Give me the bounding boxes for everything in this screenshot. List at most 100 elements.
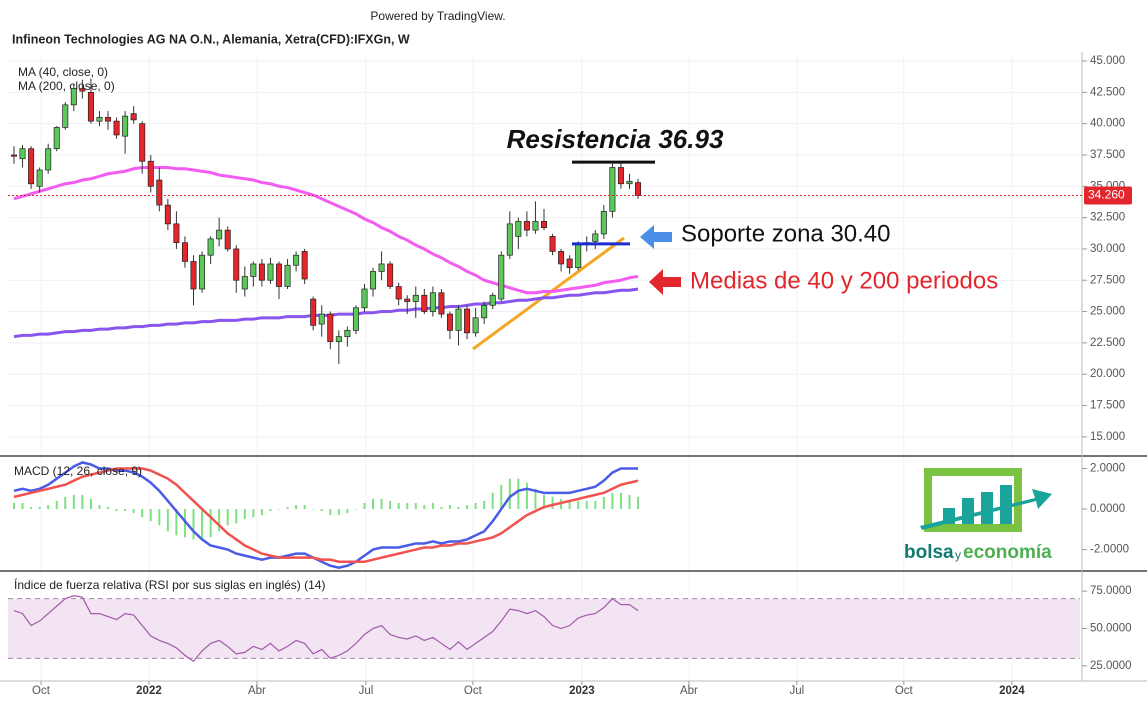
powered-by: Powered by TradingView. [370,9,505,23]
arrow [640,225,672,249]
histogram-bar [585,500,588,510]
histogram-bar [380,498,383,510]
histogram-bar [295,504,298,510]
x-tick-label: Oct [32,685,51,697]
candle-body [122,115,129,137]
histogram-bar [72,494,75,510]
y-tick-label: 25.0000 [1090,660,1132,672]
histogram-bar [12,502,15,510]
candle-body [301,251,308,280]
histogram-bar [611,492,614,510]
histogram-bar [406,502,409,510]
candle-body [635,182,642,196]
histogram-bar [303,504,306,510]
histogram-bar [534,488,537,510]
candle-body [617,167,624,185]
logo-bar [962,498,974,524]
ma-line [13,166,639,295]
histogram-bar [235,509,238,524]
histogram-bar [568,500,571,510]
histogram-bar [107,507,110,510]
histogram-bar [457,507,460,510]
candle-body [370,271,377,290]
histogram-bar [389,500,392,510]
candle-body [600,210,607,235]
candle-body [105,117,112,122]
histogram-bar [637,496,640,510]
candle-body [532,221,539,231]
candle-body [87,91,94,122]
y-tick-label: 2.0000 [1090,463,1125,475]
histogram-bar [243,509,246,520]
candle-body [352,307,359,331]
histogram-bar [414,502,417,510]
candle-body [429,292,436,312]
histogram-bar [132,509,135,514]
histogram-bar [38,507,41,510]
histogram-bar [619,492,622,510]
candle-body [113,120,120,136]
candle-body [387,263,394,287]
logo-frame [924,468,1022,532]
histogram-bar [320,509,323,512]
y-tick-label: 50.0000 [1090,623,1132,635]
histogram-bar [397,502,400,510]
candle-body [523,221,530,231]
candle-body [181,242,188,262]
logo-text: bolsa [904,542,954,563]
candle-body [592,233,599,242]
histogram-bar [577,500,580,510]
candle-body [404,298,411,302]
candle-body [489,294,496,306]
candle-body [199,254,206,290]
x-tick-label: 2022 [136,685,162,697]
histogram-bar [466,504,469,510]
logo-arrow [920,489,1052,530]
macd-line [13,461,639,570]
candle-body [566,258,573,269]
histogram-bar [252,509,255,518]
candle-body [19,148,26,160]
logo: bolsa y economía [904,468,1052,563]
histogram-bar [218,509,221,532]
pane-title: Índice de fuerza relativa (RSI por sus s… [14,577,325,592]
grid-layer [8,55,1080,680]
histogram-bar [201,509,204,540]
candle-body [164,204,171,225]
candle-body [395,286,402,300]
candle-body [481,304,488,319]
x-tick-label: 2023 [569,685,595,697]
y-tick-label: 22.500 [1090,337,1125,349]
x-tick-label: Jul [790,685,805,697]
histogram-bar [149,509,152,522]
candle-body [241,276,248,290]
histogram-bar [431,502,434,510]
candle-body [498,254,505,300]
y-tick-label: 40.000 [1090,118,1125,130]
histogram-bar [440,507,443,510]
histogram-bar [354,509,357,510]
candle-body [293,254,300,266]
annotation-text: Medias de 40 y 200 periodos [690,267,998,294]
y-tick-label: -2.0000 [1090,544,1129,556]
histogram-bar [81,494,84,510]
histogram-bar [346,509,349,514]
logo-text: economía [963,542,1052,563]
histogram-bar [175,509,178,536]
histogram-bar [543,494,545,510]
candle-body [310,298,317,326]
histogram-bar [517,478,520,510]
y-tick-label: 37.500 [1090,149,1125,161]
candle-body [575,243,582,269]
candle-body [275,263,282,287]
candle-body [472,317,479,334]
histogram-bar [551,496,554,510]
candle-body [156,179,163,206]
histogram-bar [474,502,477,510]
logo-bar [1000,485,1012,524]
candle-body [139,123,146,162]
candle-body [10,154,17,157]
histogram-bar [55,500,58,510]
